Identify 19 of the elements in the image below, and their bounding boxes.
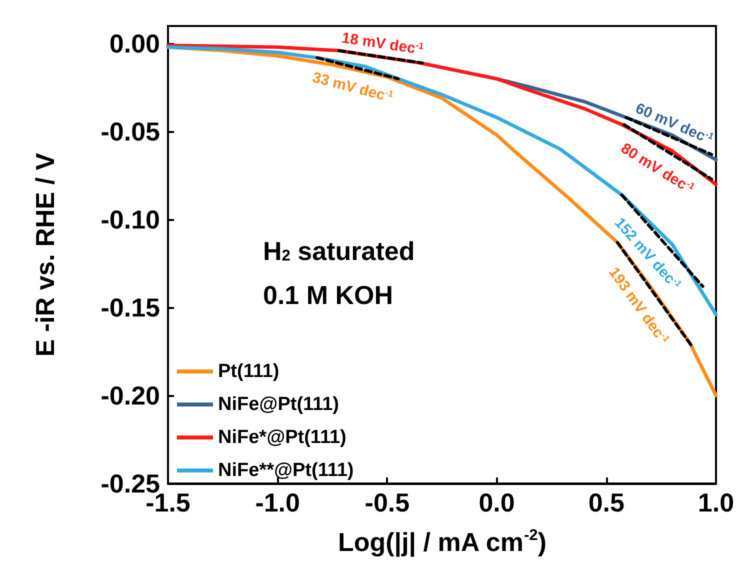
y-tick-label: -0.10 bbox=[100, 204, 160, 235]
y-tick-label: -0.15 bbox=[100, 292, 160, 323]
annotation: 0.1 M KOH bbox=[263, 280, 394, 310]
x-tick-label: -0.5 bbox=[364, 488, 410, 518]
legend-label: NiFe@Pt(111) bbox=[218, 394, 339, 415]
legend-label: NiFe*@Pt(111) bbox=[218, 427, 346, 448]
y-tick-label: -0.05 bbox=[100, 116, 160, 147]
x-tick-label: 1.0 bbox=[698, 488, 734, 518]
annotation: 33 mV dec-1 bbox=[310, 69, 395, 104]
y-axis-title: E -iR vs. RHE / V bbox=[30, 152, 60, 357]
annotation: 18 mV dec-1 bbox=[340, 30, 424, 58]
x-tick-label: 0.5 bbox=[588, 488, 624, 518]
annotation: H2 saturated bbox=[263, 236, 415, 266]
x-tick-label: 0.0 bbox=[478, 488, 515, 518]
legend-label: Pt(111) bbox=[218, 361, 280, 382]
y-tick-label: 0.00 bbox=[109, 28, 160, 59]
y-tick-label: -0.20 bbox=[100, 380, 160, 411]
x-tick-label: -1.0 bbox=[255, 488, 300, 518]
legend-label: NiFe**@Pt(111) bbox=[218, 460, 354, 481]
